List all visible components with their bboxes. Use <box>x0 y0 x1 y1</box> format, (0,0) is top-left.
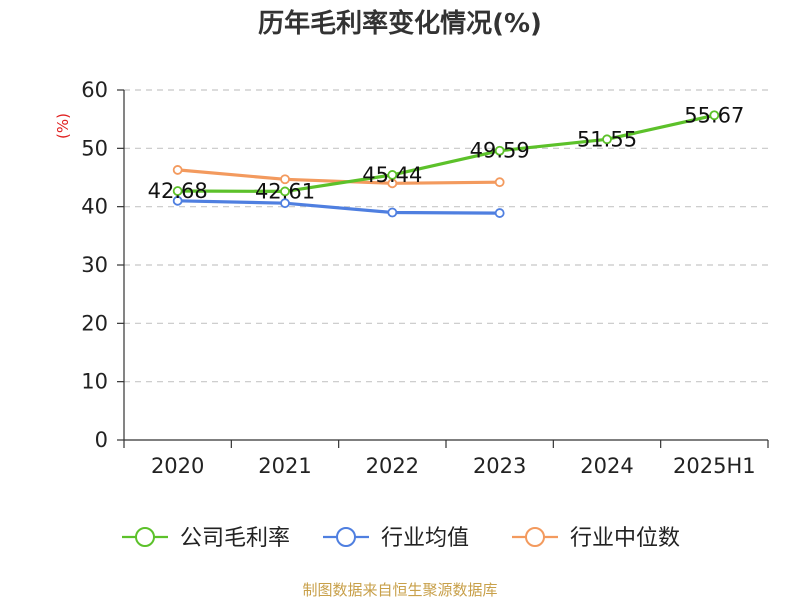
source-note: 制图数据来自恒生聚源数据库 <box>302 581 497 599</box>
legend: 公司毛利率 行业均值 行业中位数 <box>122 526 680 551</box>
data-point <box>602 134 612 145</box>
chart-title: 历年毛利率变化情况(%) <box>258 8 542 39</box>
y-tick-label: 0 <box>95 428 108 452</box>
series-line-1 <box>176 199 502 215</box>
data-label: 42.61 <box>255 179 315 203</box>
y-tick-label: 50 <box>81 136 108 160</box>
data-point <box>172 195 183 206</box>
data-label: 55.67 <box>684 103 744 127</box>
legend-marker-0 <box>135 527 155 547</box>
data-point <box>172 165 183 175</box>
y-tick-label: 10 <box>81 370 108 394</box>
y-tick-label: 60 <box>81 78 108 102</box>
x-tick-label: 2021 <box>258 454 311 478</box>
data-labels: 42.68 42.61 45.44 49.59 51.55 55.67 <box>148 103 745 203</box>
data-point <box>387 207 398 218</box>
data-label: 49.59 <box>470 139 530 163</box>
data-point <box>494 208 505 218</box>
data-point <box>494 177 505 188</box>
data-point <box>387 170 398 180</box>
data-point <box>280 174 290 185</box>
data-point <box>280 186 290 197</box>
data-point <box>280 198 290 209</box>
x-tick-label: 2025H1 <box>673 454 756 478</box>
y-tick-label: 40 <box>81 195 108 219</box>
x-tick-label: 2024 <box>580 454 633 478</box>
x-tick-label: 2022 <box>366 454 419 478</box>
y-tick-label: 30 <box>81 253 108 277</box>
y-axis-label: (%) <box>54 113 72 139</box>
legend-label-0: 公司毛利率 <box>180 526 290 551</box>
data-label: 42.68 <box>148 179 208 203</box>
data-point <box>494 145 505 156</box>
legend-marker-2 <box>525 527 545 547</box>
data-label: 45.44 <box>362 163 422 187</box>
series-line-0 <box>176 113 716 193</box>
y-tick-label: 20 <box>81 311 108 335</box>
data-point <box>172 186 183 196</box>
legend-label-2: 行业中位数 <box>570 526 680 551</box>
legend-marker-1 <box>336 527 356 547</box>
series-line-2 <box>176 168 502 185</box>
axes: 0 10 20 30 40 50 60 2020 2021 2022 2023 2024 2025H1 <box>81 78 769 478</box>
gridlines <box>124 89 768 383</box>
x-tick-label: 2023 <box>473 454 526 478</box>
x-tick-label: 2020 <box>151 454 204 478</box>
legend-label-1: 行业均值 <box>381 526 469 551</box>
series-group <box>172 110 720 218</box>
data-label: 51.55 <box>577 127 637 151</box>
data-point <box>709 110 720 121</box>
